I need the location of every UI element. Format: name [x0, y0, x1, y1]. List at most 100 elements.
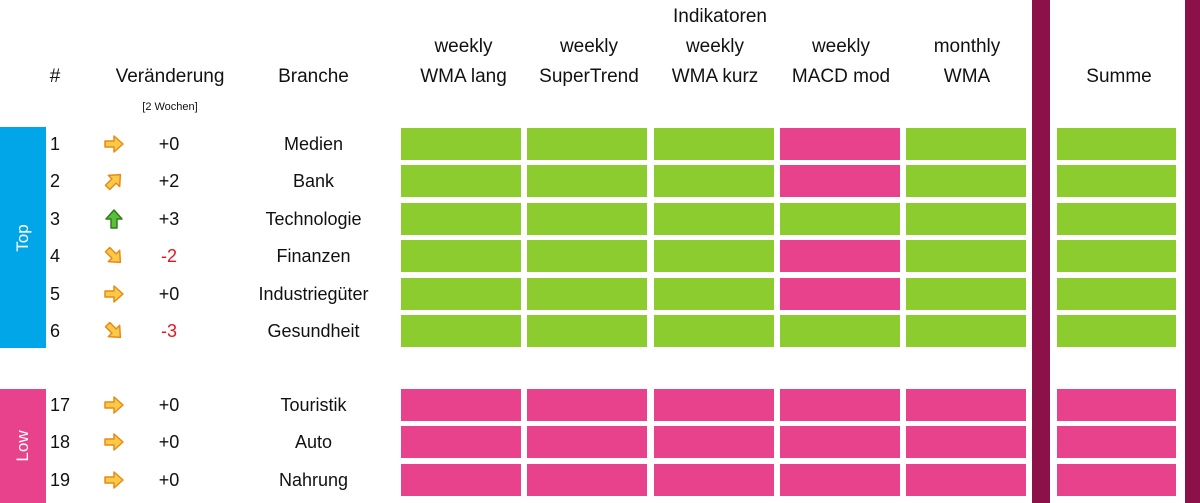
- indicator-signal-cell: [654, 315, 774, 347]
- indicator-header-4-line1: weekly: [811, 36, 871, 57]
- right-edge-divider: [1185, 0, 1200, 503]
- indicator-signal-cell: [527, 240, 647, 272]
- right-arrow-icon: [103, 133, 125, 155]
- down-right-arrow-icon: [103, 320, 125, 342]
- branch-name: Bank: [292, 171, 335, 191]
- indicator-header-2-line2: SuperTrend: [539, 66, 639, 87]
- indicator-signal-cell: [780, 426, 900, 458]
- indicator-signal-cell: [780, 165, 900, 197]
- branch-name: Finanzen: [276, 246, 351, 266]
- indicator-signal-cell: [527, 203, 647, 235]
- indicator-signal-cell: [906, 240, 1026, 272]
- indicator-signal-cell: [527, 426, 647, 458]
- indicator-header-1-line2: WMA lang: [420, 66, 507, 87]
- indicator-signal-cell: [780, 315, 900, 347]
- indicator-signal-cell: [906, 165, 1026, 197]
- indicator-signal-cell: [527, 389, 647, 421]
- rank-number: 17: [50, 395, 71, 415]
- branch-column-header: Branche: [278, 66, 349, 87]
- indicator-signal-cell: [654, 203, 774, 235]
- rank-number: 18: [50, 432, 71, 452]
- sum-signal-cell: [1057, 203, 1176, 235]
- down-right-arrow-icon: [103, 245, 125, 267]
- change-period-note: [2 Wochen]: [142, 101, 198, 113]
- indicator-signal-cell: [527, 315, 647, 347]
- rank-change: +0: [158, 284, 180, 304]
- rank-change: -3: [160, 321, 177, 341]
- indicator-signal-cell: [906, 128, 1026, 160]
- branch-name: Touristik: [280, 395, 347, 415]
- rank-change: +3: [158, 209, 180, 229]
- branch-name: Auto: [294, 432, 333, 452]
- rank-number: 4: [50, 246, 61, 266]
- sum-signal-cell: [1057, 426, 1176, 458]
- branch-name: Nahrung: [278, 470, 349, 490]
- sum-signal-cell: [1057, 389, 1176, 421]
- right-arrow-icon: [103, 431, 125, 453]
- indicator-signal-cell: [654, 464, 774, 496]
- indicator-signal-cell: [654, 240, 774, 272]
- indicator-signal-cell: [780, 128, 900, 160]
- indicator-signal-cell: [527, 464, 647, 496]
- change-column-header: Veränderung: [115, 66, 225, 87]
- indicator-signal-cell: [654, 426, 774, 458]
- up-right-arrow-icon: [103, 170, 125, 192]
- sum-signal-cell: [1057, 464, 1176, 496]
- indicator-signal-cell: [906, 426, 1026, 458]
- rank-change: +0: [158, 470, 180, 490]
- indicator-header-5-line2: WMA: [943, 66, 991, 87]
- branch-name: Industriegüter: [258, 284, 369, 304]
- rank-number: 6: [50, 321, 61, 341]
- indicator-signal-cell: [401, 165, 521, 197]
- rank-change: -2: [160, 246, 177, 266]
- indicator-signal-cell: [401, 389, 521, 421]
- branch-name: Technologie: [265, 209, 362, 229]
- indicator-signal-cell: [401, 128, 521, 160]
- indicator-signal-cell: [401, 240, 521, 272]
- indicator-header-3-line1: weekly: [685, 36, 745, 57]
- indicator-signal-cell: [906, 464, 1026, 496]
- indicator-header-5-line1: monthly: [933, 36, 1001, 57]
- branch-name: Medien: [283, 134, 344, 154]
- sum-signal-cell: [1057, 315, 1176, 347]
- indicator-signal-cell: [401, 278, 521, 310]
- indicator-signal-cell: [654, 165, 774, 197]
- right-arrow-icon: [103, 394, 125, 416]
- top-group-label: Top: [13, 223, 32, 252]
- rank-number: 19: [50, 470, 71, 490]
- indicator-header-2-line1: weekly: [559, 36, 619, 57]
- rank-number: 3: [50, 209, 61, 229]
- sum-signal-cell: [1057, 128, 1176, 160]
- right-arrow-icon: [103, 469, 125, 491]
- rank-change: +2: [158, 171, 180, 191]
- low-group-label: Low: [13, 430, 32, 462]
- rank-number: 2: [50, 171, 61, 191]
- indicator-signal-cell: [401, 464, 521, 496]
- sum-signal-cell: [1057, 165, 1176, 197]
- indicator-signal-cell: [780, 203, 900, 235]
- indicator-signal-cell: [527, 128, 647, 160]
- indicator-signal-cell: [906, 389, 1026, 421]
- indicator-signal-cell: [654, 278, 774, 310]
- rank-change: +0: [158, 395, 180, 415]
- indicator-signal-cell: [780, 464, 900, 496]
- sum-signal-cell: [1057, 278, 1176, 310]
- rank-number: 1: [50, 134, 61, 154]
- indicator-header-4-line2: MACD mod: [791, 66, 891, 87]
- indicators-group-title: Indikatoren: [672, 6, 767, 27]
- low-group-band: Low: [0, 389, 46, 503]
- indicator-signal-cell: [654, 389, 774, 421]
- rank-number: 5: [50, 284, 61, 304]
- indicator-signal-cell: [401, 315, 521, 347]
- sum-divider: [1032, 0, 1050, 503]
- rank-column-header: #: [49, 66, 61, 87]
- indicator-signal-cell: [780, 278, 900, 310]
- rank-change: +0: [158, 432, 180, 452]
- indicator-signal-cell: [906, 203, 1026, 235]
- indicator-header-3-line2: WMA kurz: [671, 66, 759, 87]
- indicator-signal-cell: [401, 426, 521, 458]
- indicator-signal-cell: [780, 240, 900, 272]
- top-group-band: Top: [0, 127, 46, 348]
- rank-change: +0: [158, 134, 180, 154]
- branch-name: Gesundheit: [267, 321, 360, 341]
